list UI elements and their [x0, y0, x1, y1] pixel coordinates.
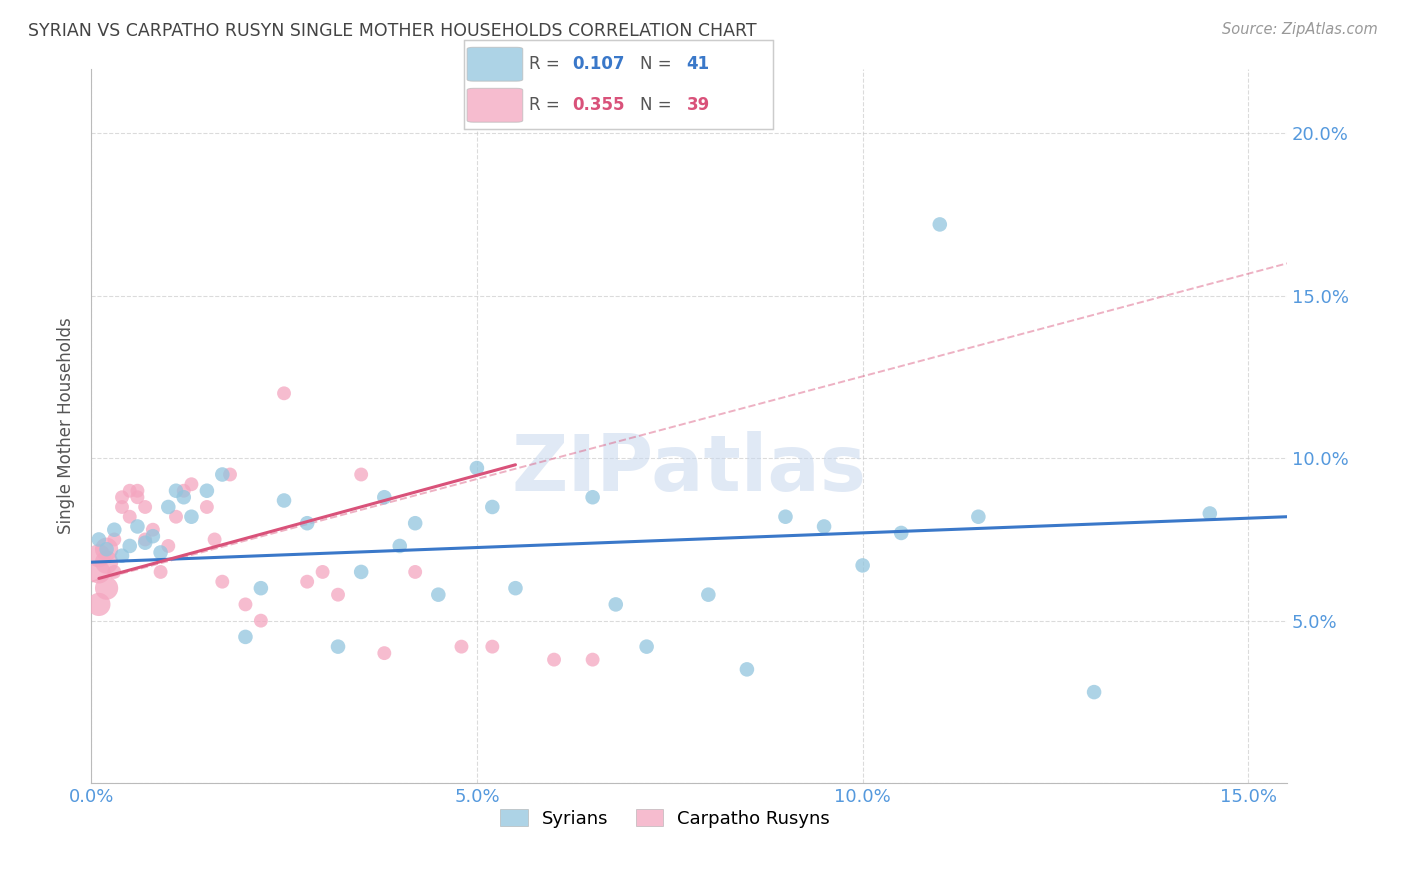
- Point: [404, 565, 426, 579]
- Point: [165, 509, 187, 524]
- Point: [118, 509, 141, 524]
- Point: [127, 483, 149, 498]
- Point: [180, 477, 202, 491]
- Point: [250, 614, 273, 628]
- Point: [388, 539, 411, 553]
- Point: [505, 581, 527, 595]
- Point: [142, 523, 165, 537]
- Point: [149, 565, 172, 579]
- Point: [211, 574, 233, 589]
- Point: [127, 519, 149, 533]
- Point: [311, 565, 333, 579]
- Point: [111, 500, 134, 514]
- Point: [103, 523, 125, 537]
- Text: N =: N =: [640, 96, 678, 114]
- Point: [775, 509, 797, 524]
- Point: [373, 646, 395, 660]
- Point: [450, 640, 472, 654]
- Point: [134, 535, 156, 549]
- Point: [103, 565, 125, 579]
- Text: Source: ZipAtlas.com: Source: ZipAtlas.com: [1222, 22, 1378, 37]
- Point: [87, 549, 110, 563]
- Point: [273, 386, 295, 401]
- Point: [481, 500, 503, 514]
- Point: [235, 598, 257, 612]
- Point: [180, 509, 202, 524]
- Legend: Syrians, Carpatho Rusyns: Syrians, Carpatho Rusyns: [494, 802, 837, 835]
- Point: [134, 500, 156, 514]
- Point: [87, 598, 110, 612]
- Point: [427, 588, 450, 602]
- Point: [295, 516, 318, 531]
- Text: ZIPatlas: ZIPatlas: [512, 431, 866, 507]
- Point: [134, 533, 156, 547]
- Point: [636, 640, 658, 654]
- Point: [96, 542, 118, 557]
- Point: [273, 493, 295, 508]
- Point: [111, 549, 134, 563]
- Point: [204, 533, 226, 547]
- Point: [142, 529, 165, 543]
- Text: 0.355: 0.355: [572, 96, 624, 114]
- Text: 41: 41: [686, 54, 710, 73]
- Point: [219, 467, 242, 482]
- Point: [852, 558, 875, 573]
- Point: [890, 525, 912, 540]
- Point: [87, 565, 110, 579]
- Point: [235, 630, 257, 644]
- Point: [1083, 685, 1105, 699]
- Point: [350, 467, 373, 482]
- Point: [605, 598, 627, 612]
- Point: [118, 539, 141, 553]
- Point: [157, 500, 180, 514]
- Point: [118, 483, 141, 498]
- Point: [928, 218, 950, 232]
- FancyBboxPatch shape: [467, 47, 523, 81]
- Text: N =: N =: [640, 54, 678, 73]
- Point: [195, 483, 218, 498]
- Text: SYRIAN VS CARPATHO RUSYN SINGLE MOTHER HOUSEHOLDS CORRELATION CHART: SYRIAN VS CARPATHO RUSYN SINGLE MOTHER H…: [28, 22, 756, 40]
- Point: [211, 467, 233, 482]
- Point: [149, 545, 172, 559]
- Point: [96, 555, 118, 569]
- Point: [157, 539, 180, 553]
- Point: [350, 565, 373, 579]
- Point: [543, 652, 565, 666]
- Point: [697, 588, 720, 602]
- FancyBboxPatch shape: [467, 88, 523, 122]
- Point: [581, 652, 603, 666]
- Point: [373, 490, 395, 504]
- Point: [581, 490, 603, 504]
- Text: 39: 39: [686, 96, 710, 114]
- Point: [735, 662, 758, 676]
- Y-axis label: Single Mother Households: Single Mother Households: [58, 318, 75, 534]
- Point: [326, 640, 349, 654]
- Point: [465, 461, 488, 475]
- Point: [103, 533, 125, 547]
- Point: [173, 490, 195, 504]
- Point: [1198, 507, 1220, 521]
- Point: [127, 490, 149, 504]
- Point: [87, 533, 110, 547]
- Point: [295, 574, 318, 589]
- Point: [165, 483, 187, 498]
- Point: [404, 516, 426, 531]
- Point: [481, 640, 503, 654]
- Text: R =: R =: [529, 54, 565, 73]
- Point: [195, 500, 218, 514]
- Point: [96, 581, 118, 595]
- Text: 0.107: 0.107: [572, 54, 624, 73]
- Point: [96, 542, 118, 557]
- Point: [813, 519, 835, 533]
- Text: R =: R =: [529, 96, 565, 114]
- Point: [250, 581, 273, 595]
- Point: [326, 588, 349, 602]
- Point: [173, 483, 195, 498]
- Point: [967, 509, 990, 524]
- Point: [111, 490, 134, 504]
